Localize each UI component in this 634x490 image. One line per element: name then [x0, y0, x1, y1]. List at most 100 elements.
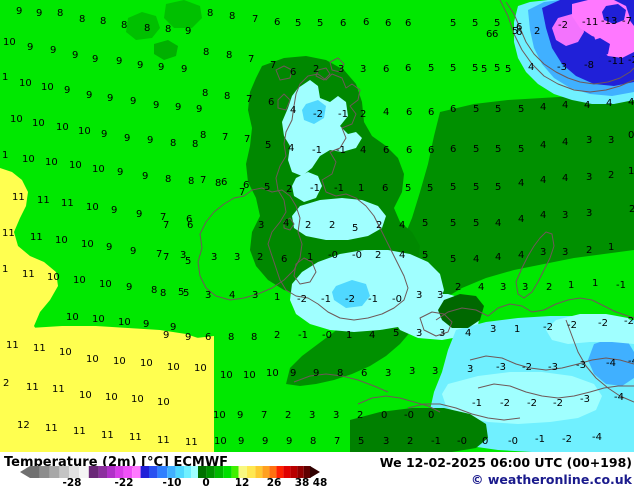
temperature-value-label: 5 [265, 140, 271, 151]
colorbar-segment [123, 466, 133, 478]
colorbar-segment [115, 466, 124, 478]
coastline-wales [293, 257, 317, 285]
temperature-value-label: -1 [321, 294, 331, 305]
temperature-value-label: 1 [274, 292, 280, 303]
temperature-value-label: 7 [244, 134, 250, 145]
temperature-value-label: 8 [226, 50, 232, 61]
temperature-value-label: 6 [382, 183, 388, 194]
temperature-value-label: -2 [567, 320, 577, 331]
temperature-value-label: 4 [283, 218, 289, 229]
temperature-value-label: -2 [553, 398, 563, 409]
fill-yellow-lower-left [0, 326, 214, 452]
temperature-value-label: 3 [383, 436, 389, 447]
temperature-value-label: 5 [495, 104, 501, 115]
temperature-value-label: 3 [416, 290, 422, 301]
temperature-value-label: 8 [170, 138, 176, 149]
colorbar-tick-label: 0 [202, 477, 210, 489]
temperature-value-label: 9 [136, 209, 142, 220]
fill-blue-scotland-core [302, 100, 326, 124]
temperature-value-label: 11 [2, 228, 15, 239]
temperature-value-label: 5 [178, 287, 184, 298]
temperature-value-label: 0 [428, 410, 434, 421]
colorbar-segment [214, 466, 224, 478]
coastline-norway-inner [499, 0, 634, 93]
coastline-layer [197, 0, 634, 421]
temperature-value-label: 10 [213, 410, 226, 421]
temperature-value-label: 8 [121, 20, 127, 31]
temperature-value-label: 10 [3, 37, 16, 48]
temperature-value-label: 1 [628, 166, 634, 177]
temperature-value-label: 9 [106, 242, 112, 253]
temperature-value-label: 3 [467, 364, 473, 375]
temperature-value-label: 3 [562, 210, 568, 221]
temperature-value-label: -1 [472, 398, 482, 409]
temperature-value-label: 11 [45, 423, 58, 434]
temperature-value-label: 4 [540, 210, 546, 221]
temperature-value-label: 10 [131, 394, 144, 405]
temperature-value-label: 1 [307, 252, 313, 263]
temperature-value-label: 6 [363, 17, 369, 28]
temperature-value-label: 2 [313, 64, 319, 75]
colorbar-segment [149, 466, 158, 478]
temperature-value-label: 5 [481, 64, 487, 75]
temperature-value-label: 2 [286, 184, 292, 195]
temperature-value-label: 5 [473, 218, 479, 229]
temperature-value-label: 8 [79, 14, 85, 25]
temperature-value-label: 10 [41, 82, 54, 93]
temperature-value-label: 10 [92, 164, 105, 175]
temperature-value-label: 6 [281, 254, 287, 265]
temperature-value-label: 8 [337, 368, 343, 379]
temperature-value-label: 3 [437, 290, 443, 301]
temperature-value-label: 2 [608, 170, 614, 181]
temperature-value-label: 6 [486, 29, 492, 40]
temperature-value-label: 7 [239, 187, 245, 198]
temperature-value-label: 5 [450, 218, 456, 229]
temperature-map[interactable]: 9 9 8 8 8 8 8 8 9 10 9 9 9 9 9 9 9 9 1 10 10 9 9 9 9 9 9 9 10 10 10 10 9… [0, 0, 634, 452]
temperature-value-label: 9 [175, 102, 181, 113]
temperature-value-label: -1 [616, 280, 626, 291]
temperature-value-label: -0 [352, 250, 362, 261]
temperature-value-label: 5 [450, 182, 456, 193]
colorbar-segment [30, 466, 40, 478]
temperature-value-label: 4 [495, 252, 501, 263]
temperature-value-label: 3 [205, 290, 211, 301]
temperature-value-label: 4 [399, 250, 405, 261]
temperature-value-label: 8 [224, 91, 230, 102]
temperature-value-label: -2 [624, 316, 634, 327]
temperature-value-label: 9 [286, 436, 292, 447]
temperature-value-label: 6 [340, 18, 346, 29]
temperature-value-label: 10 [266, 368, 279, 379]
temperature-value-label: 1 [592, 278, 598, 289]
colorbar-tick-label: 12 [234, 477, 250, 489]
temperature-value-label: 4 [369, 330, 375, 341]
colorbar-swatches [20, 466, 320, 478]
temperature-value-label: -1 [368, 294, 378, 305]
fill-purple-deep-1 [602, 4, 626, 24]
temperature-value-label: 10 [81, 239, 94, 250]
temperature-value-label: -2 [628, 55, 634, 66]
border-france [407, 403, 521, 421]
temperature-value-label: 9 [117, 167, 123, 178]
temperature-value-label: 2 [407, 436, 413, 447]
fill-darkgreen-blob-2 [164, 0, 202, 28]
temperature-value-label: 6 [186, 214, 192, 225]
temperature-value-label: 12 [17, 420, 30, 431]
temperature-value-label: 8 [215, 178, 221, 189]
temperature-value-label: 6 [406, 145, 412, 156]
coastline-great-britain [267, 73, 409, 321]
temperature-value-label: 2 [274, 330, 280, 341]
temperature-value-label: 11 [26, 382, 39, 393]
colorbar-tick-label: 38 [294, 477, 310, 489]
temperature-value-label: 3 [439, 328, 445, 339]
temperature-value-label: 5 [352, 223, 358, 234]
temperature-value-label: 6 [516, 27, 522, 38]
temperature-value-label: 9 [27, 42, 33, 53]
temperature-value-label: 5 [512, 26, 518, 37]
temperature-value-label: -2 [543, 322, 553, 333]
temperature-value-label: 3 [608, 135, 614, 146]
colorbar-segment [59, 466, 70, 478]
temperature-value-label: 5 [495, 144, 501, 155]
temperature-value-label: 3 [540, 247, 546, 258]
colorbar-left-arrow [20, 466, 30, 478]
